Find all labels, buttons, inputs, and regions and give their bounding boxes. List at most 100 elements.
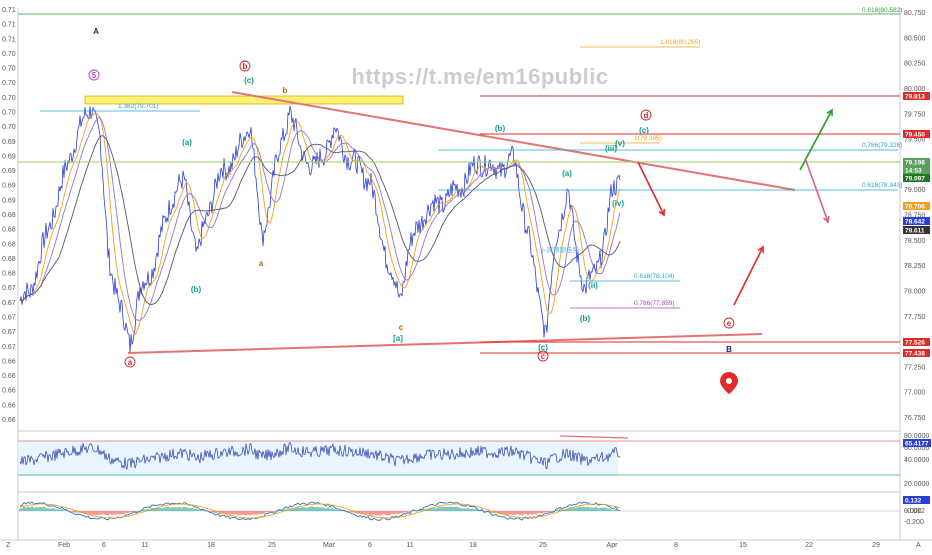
price-tag-label: 77.438 [905,351,925,358]
macd-histogram-bar [243,511,244,515]
macd-histogram-bar [183,507,184,511]
macd-histogram-bar [383,511,384,514]
macd-signal-label: -0.012 [905,508,925,515]
x-axis-tick-label: Apr [607,542,619,549]
x-axis-tick-label: 11 [406,542,413,549]
left-scale-tick-label: 0.69 [2,197,16,204]
macd-histogram-bar [385,511,386,515]
wave-label: (c) [639,126,649,135]
macd-histogram-bar [537,511,538,513]
x-axis-tick-label: Feb [58,542,70,549]
macd-histogram-bar [309,507,310,511]
right-scale-tick-label: 79.000 [904,187,926,194]
x-axis-tick-label: 25 [268,542,276,549]
macd-histogram-bar [27,507,28,511]
macd-histogram-bar [75,511,76,513]
macd-tick-label: -0.200 [904,519,924,526]
macd-histogram-bar [505,511,506,515]
wave-label: e [727,319,732,328]
macd-histogram-bar [245,511,246,515]
wave-label: b [283,86,288,95]
macd-histogram-bar [577,507,578,511]
macd-histogram-bar [161,508,162,511]
macd-histogram-bar [371,511,372,515]
macd-histogram-bar [301,507,302,511]
macd-histogram-bar [337,510,338,511]
macd-histogram-bar [45,508,46,511]
right-scale-tick-label: 80.500 [904,35,926,42]
macd-histogram-bar [125,511,126,513]
macd-histogram-bar [409,511,410,512]
left-scale-tick-label: 0.70 [2,51,16,58]
macd-histogram-bar [327,507,328,511]
macd-histogram-bar [373,511,374,515]
macd-histogram-bar [395,511,396,514]
macd-histogram-bar [177,507,178,511]
x-axis-tick-label: 6 [102,542,106,549]
price-tag-label: 77.526 [905,340,925,347]
macd-histogram-bar [571,508,572,511]
macd-histogram-bar [65,510,66,511]
macd-histogram-bar [223,511,224,513]
macd-histogram-bar [95,511,96,515]
fib-level-label: 0.618(78.943) [862,182,902,189]
left-scale-tick-label: 0.70 [2,66,16,73]
left-scale-tick-label: 0.71 [2,7,16,14]
macd-histogram-bar [165,507,166,511]
macd-histogram-bar [21,508,22,511]
macd-histogram-bar [319,507,320,511]
wave-label: a [128,358,133,367]
macd-histogram-bar [381,511,382,515]
macd-histogram-bar [39,507,40,511]
annotation-text: 卜周预期走势 [540,245,580,254]
macd-histogram-bar [41,507,42,511]
left-scale-tick-label: 0.68 [2,271,16,278]
macd-histogram-bar [295,508,296,511]
x-axis-tick-label: 29 [872,542,880,549]
macd-histogram-bar [19,508,20,511]
macd-histogram-bar [155,508,156,511]
macd-histogram-bar [89,511,90,515]
macd-histogram-bar [59,510,60,511]
wave-label: b [243,62,248,71]
price-tag-label: 79.813 [905,94,925,101]
left-scale-tick-label: 0.69 [2,139,16,146]
macd-histogram-bar [233,511,234,514]
macd-histogram-bar [615,509,616,511]
wave-label: (b) [495,124,506,133]
macd-histogram-bar [227,511,228,513]
fib-level-label: 0.786(79.326) [862,142,902,149]
macd-histogram-bar [63,510,64,511]
macd-histogram-bar [273,511,274,512]
macd-histogram-bar [225,511,226,514]
macd-histogram-bar [257,511,258,515]
macd-histogram-bar [315,507,316,511]
macd-histogram-bar [313,507,314,511]
macd-histogram-bar [169,508,170,511]
left-scale-tick-label: 0.67 [2,300,16,307]
price-tag-label: 78.611 [905,228,925,235]
x-axis-tick-label: 25 [539,542,547,549]
macd-histogram-bar [185,507,186,511]
left-scale-tick-label: 0.67 [2,329,16,336]
macd-histogram-bar [517,511,518,514]
macd-histogram-bar [87,511,88,514]
left-scale-tick-label: 0.66 [2,358,16,365]
macd-histogram-bar [365,511,366,514]
macd-histogram-bar [367,511,368,514]
macd-histogram-bar [91,511,92,515]
macd-histogram-bar [349,511,350,512]
macd-histogram-bar [181,508,182,511]
macd-histogram-bar [551,511,552,512]
macd-histogram-bar [73,511,74,512]
macd-histogram-bar [533,511,534,514]
fib-level-label: 1.618(80.265) [660,39,700,46]
location-marker-dot [726,378,732,384]
macd-histogram-bar [419,510,420,511]
macd-histogram-bar [37,507,38,511]
x-axis-tick-label: 22 [805,542,813,549]
macd-histogram-bar [157,508,158,511]
macd-histogram-bar [103,511,104,515]
macd-histogram-bar [179,507,180,511]
